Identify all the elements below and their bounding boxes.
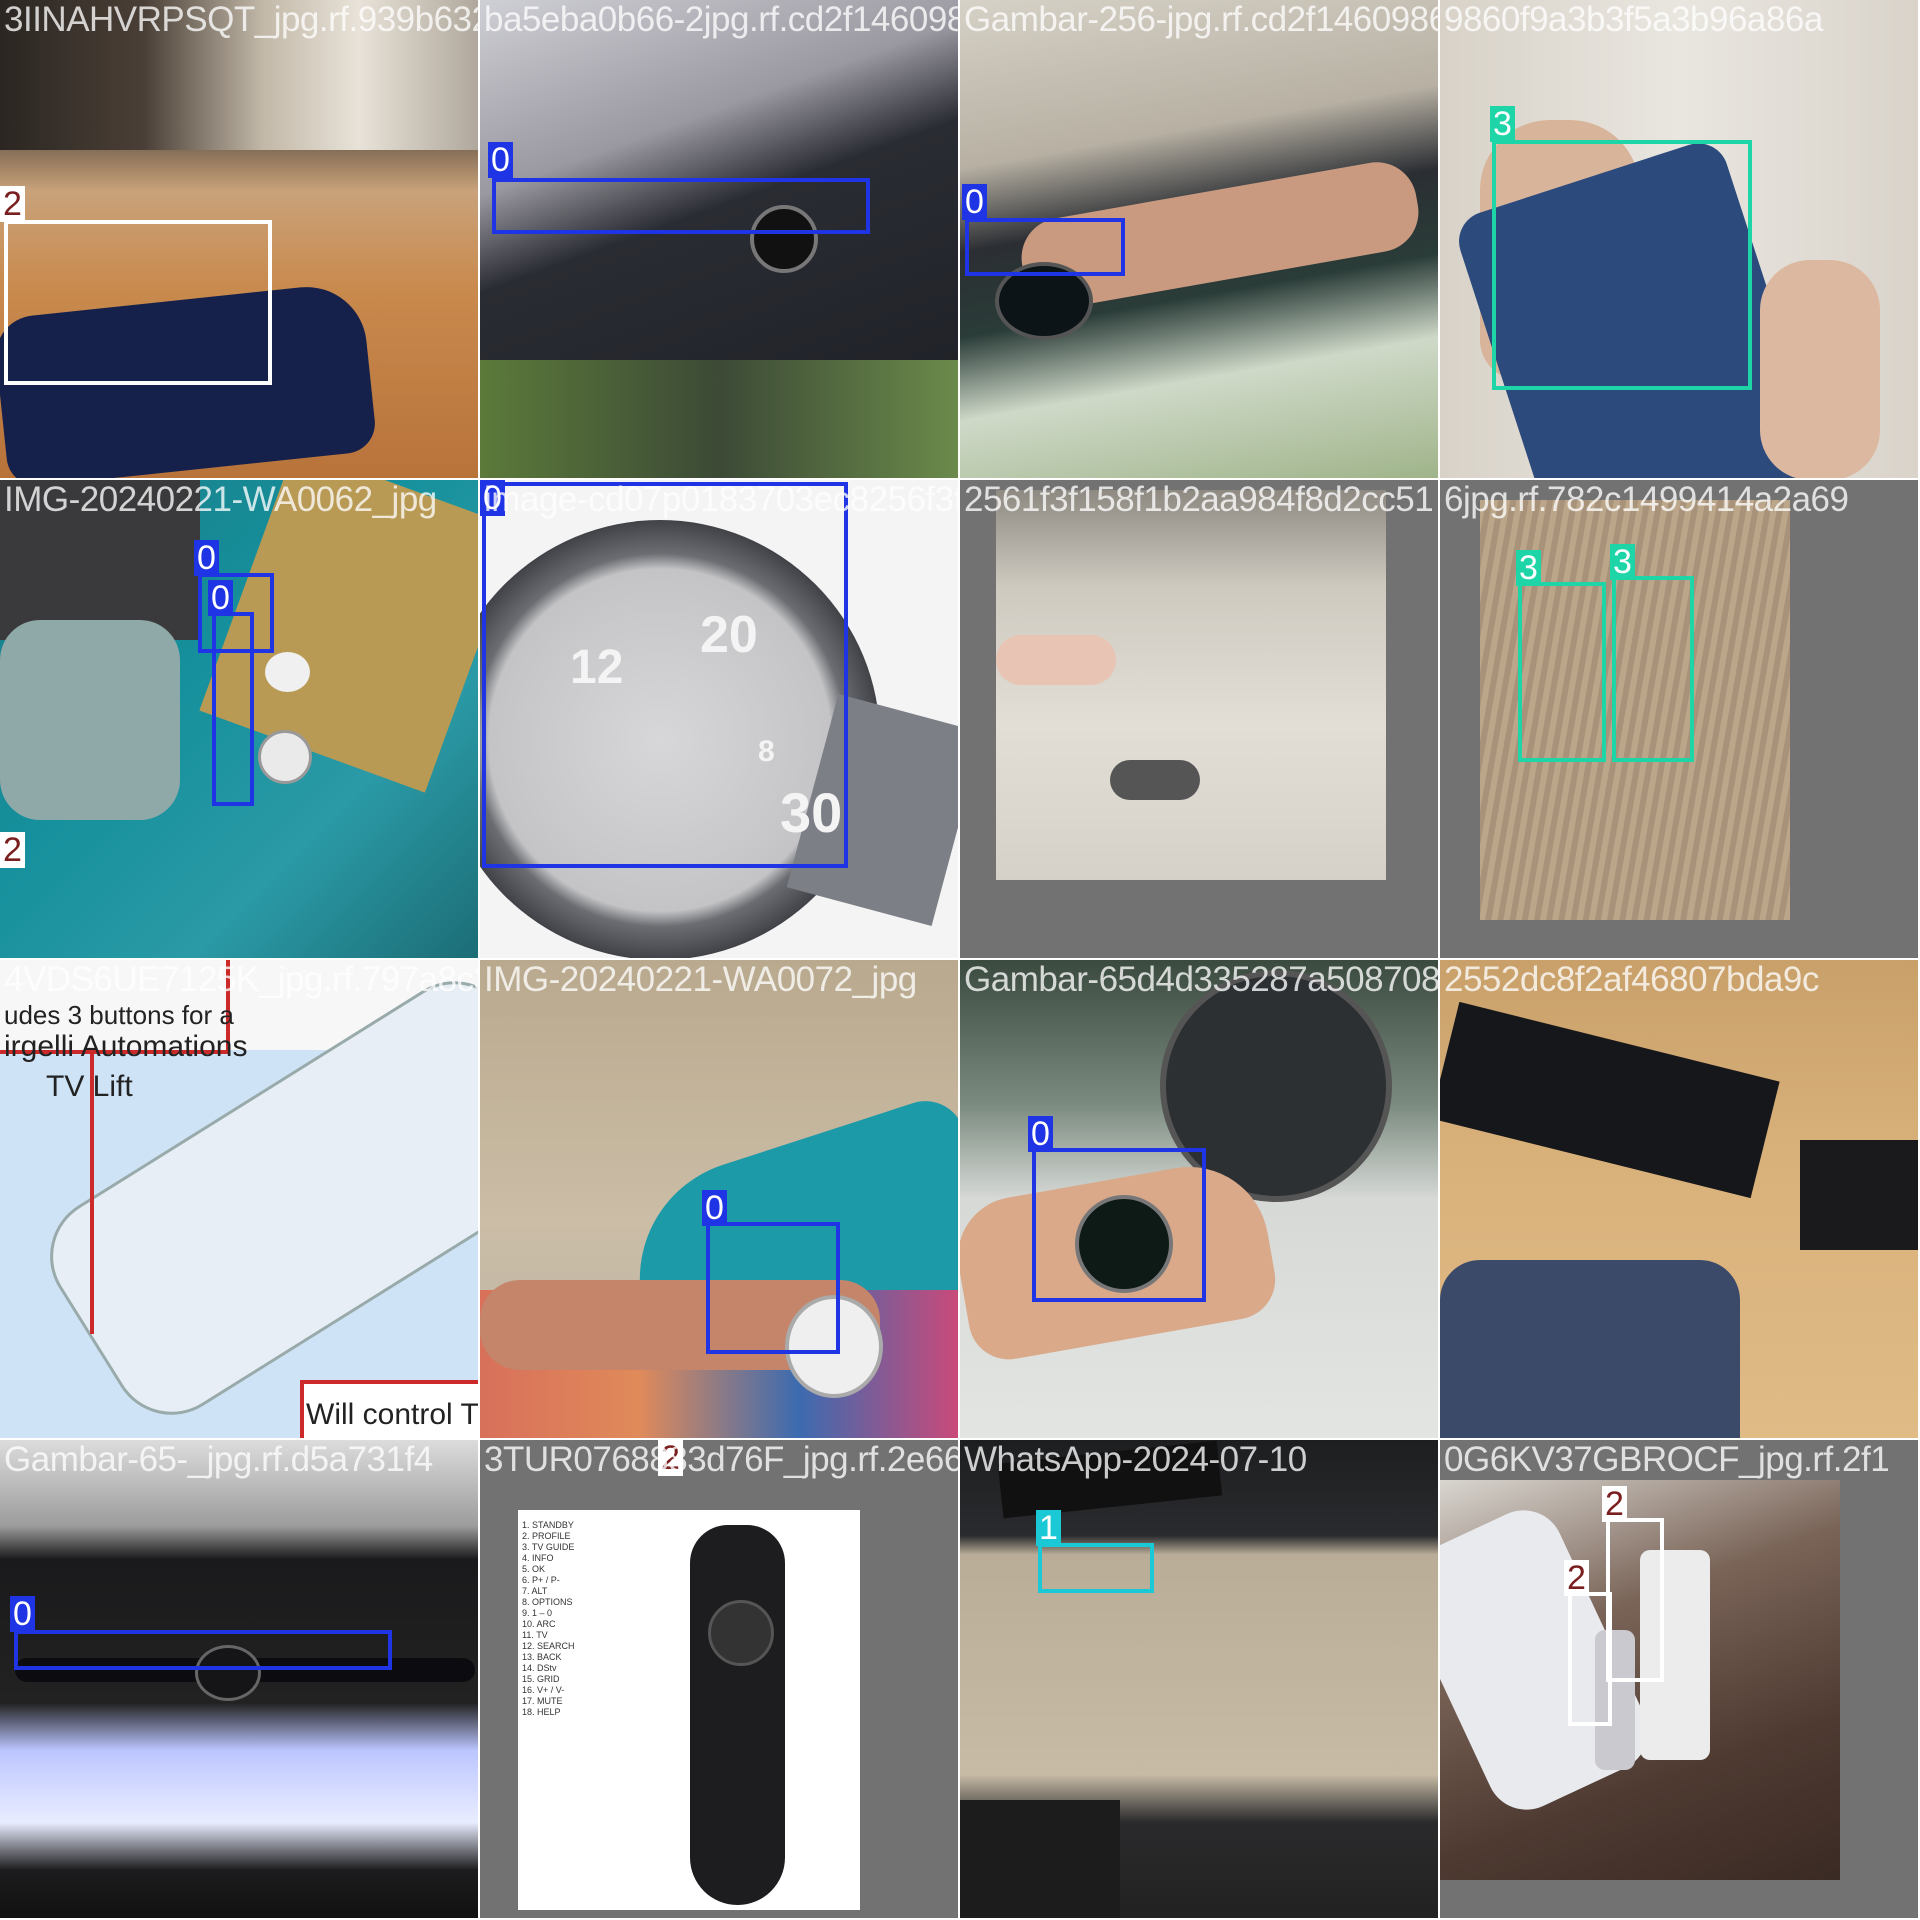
image-tile: Gambar-256-jpg.rf.cd2f14609860f9a3b3f5a3… — [960, 0, 1438, 478]
legend-item: 18. HELP — [522, 1707, 561, 1717]
detection-box — [1612, 576, 1694, 762]
image-tile: WhatsApp-2024-07-10 1 — [960, 1440, 1438, 1918]
class-label: 0 — [194, 540, 219, 576]
legend-item: 8. OPTIONS — [522, 1597, 573, 1607]
detection-box — [1038, 1543, 1154, 1593]
legend-item: 4. INFO — [522, 1553, 554, 1563]
image-tile: IMG-20240221-WA0072_jpg 0 — [480, 960, 958, 1438]
legend-item: 1. STANDBY — [522, 1520, 574, 1530]
image-tile: image-cd07p0183703ec8256f3f1581b2aa91220… — [480, 480, 958, 958]
detection-box — [1518, 582, 1606, 762]
legend-item: 11. TV — [522, 1630, 548, 1640]
detection-box — [482, 482, 848, 868]
class-label: 0 — [962, 184, 987, 220]
legend-item: 17. MUTE — [522, 1696, 563, 1706]
legend-item: 5. OK — [522, 1564, 546, 1574]
detection-box — [965, 218, 1125, 276]
detection-box — [1568, 1592, 1612, 1726]
detection-box — [4, 220, 272, 385]
class-label: 2 — [0, 186, 25, 222]
legend-item: 7. ALT — [522, 1586, 548, 1596]
class-label: 3 — [1610, 544, 1635, 580]
legend-item: 14. DStv — [522, 1663, 557, 1673]
image-tile: 3TUR0768883d76F_jpg.rf.2e66 1. STANDBY 2. … — [480, 1440, 958, 1918]
overlay-text: irgelli Automations — [4, 1030, 248, 1063]
detection-box — [1606, 1518, 1664, 1682]
class-label: 2 — [658, 1440, 683, 1476]
class-label: 3 — [1490, 106, 1515, 142]
class-label: 0 — [480, 480, 505, 516]
class-label: 0 — [1028, 1116, 1053, 1152]
class-label: 1 — [1036, 1510, 1061, 1546]
detection-box — [212, 612, 254, 806]
legend-item: 15. GRID — [522, 1674, 560, 1684]
legend-item: 9. 1 – 0 — [522, 1608, 553, 1618]
image-tile: 0G6KV37GBROCF_jpg.rf.2f1 2 2 — [1440, 1440, 1918, 1918]
class-label: 0 — [702, 1190, 727, 1226]
class-label: 0 — [208, 580, 233, 616]
class-label: 0 — [10, 1596, 35, 1632]
legend-item: 3. TV GUIDE — [522, 1542, 575, 1552]
overlay-text: udes 3 buttons for a — [4, 1000, 234, 1030]
tile-filename: 3TUR0768883d76F_jpg.rf.2e66 — [484, 1440, 958, 1479]
image-tile: 2552dc8f2af46807bda9c — [1440, 960, 1918, 1438]
detection-box — [492, 178, 870, 234]
legend-item: 12. SEARCH — [522, 1641, 575, 1651]
detection-box — [1492, 140, 1752, 390]
image-tile: 3IINAHVRPSQT_jpg.rf.939b632e81593c2a89af… — [0, 0, 478, 478]
legend-item: 16. V+ / V- — [522, 1685, 565, 1695]
image-tile: 2561f3f158f1b2aa984f8d2cc51 — [960, 480, 1438, 958]
detection-box — [706, 1222, 840, 1354]
image-tile: ba5eba0b66-2jpg.rf.cd2f14609860f9a3b3f5a… — [480, 0, 958, 478]
image-tile: Gambar-65d4d335287a508708df2552dc8f2af46… — [960, 960, 1438, 1438]
legend-item: 13. BACK — [522, 1652, 562, 1662]
dial-number: 20 — [700, 606, 758, 664]
image-tile: 4VDS6UE7125K_jpg.rf.797a8c31240249052169… — [0, 960, 478, 1438]
class-label: 0 — [488, 142, 513, 178]
overlay-text: Will control TV — [306, 1398, 478, 1431]
class-label: 2 — [0, 832, 25, 868]
overlay-text: TV Lift — [46, 1070, 133, 1103]
dial-number: 12 — [570, 641, 624, 694]
image-tile: IMG-20240221-WA0062_jpg 0 0 2 — [0, 480, 478, 958]
image-tile: Gambar-65-_jpg.rf.d5a731f4 0 — [0, 1440, 478, 1918]
detection-box — [198, 573, 274, 653]
detection-box — [1032, 1148, 1206, 1302]
image-tile: 6jpg.rf.782c1499414a2a69 3 3 — [1440, 480, 1918, 958]
legend-item: 2. PROFILE — [522, 1531, 571, 1541]
class-label: 2 — [1564, 1560, 1589, 1596]
legend-item: 6. P+ / P- — [522, 1575, 560, 1585]
legend-item: 10. ARC — [522, 1619, 556, 1629]
image-tile: 9860f9a3b3f5a3b96a86a 3 — [1440, 0, 1918, 478]
class-label: 2 — [1602, 1486, 1627, 1522]
dial-number: 8 — [758, 735, 775, 768]
tile-filename: 0G6KV37GBROCF_jpg.rf.2f1 — [1444, 1440, 1890, 1479]
dial-number: 30 — [780, 781, 843, 844]
detection-box — [14, 1630, 392, 1670]
class-label: 3 — [1516, 550, 1541, 586]
